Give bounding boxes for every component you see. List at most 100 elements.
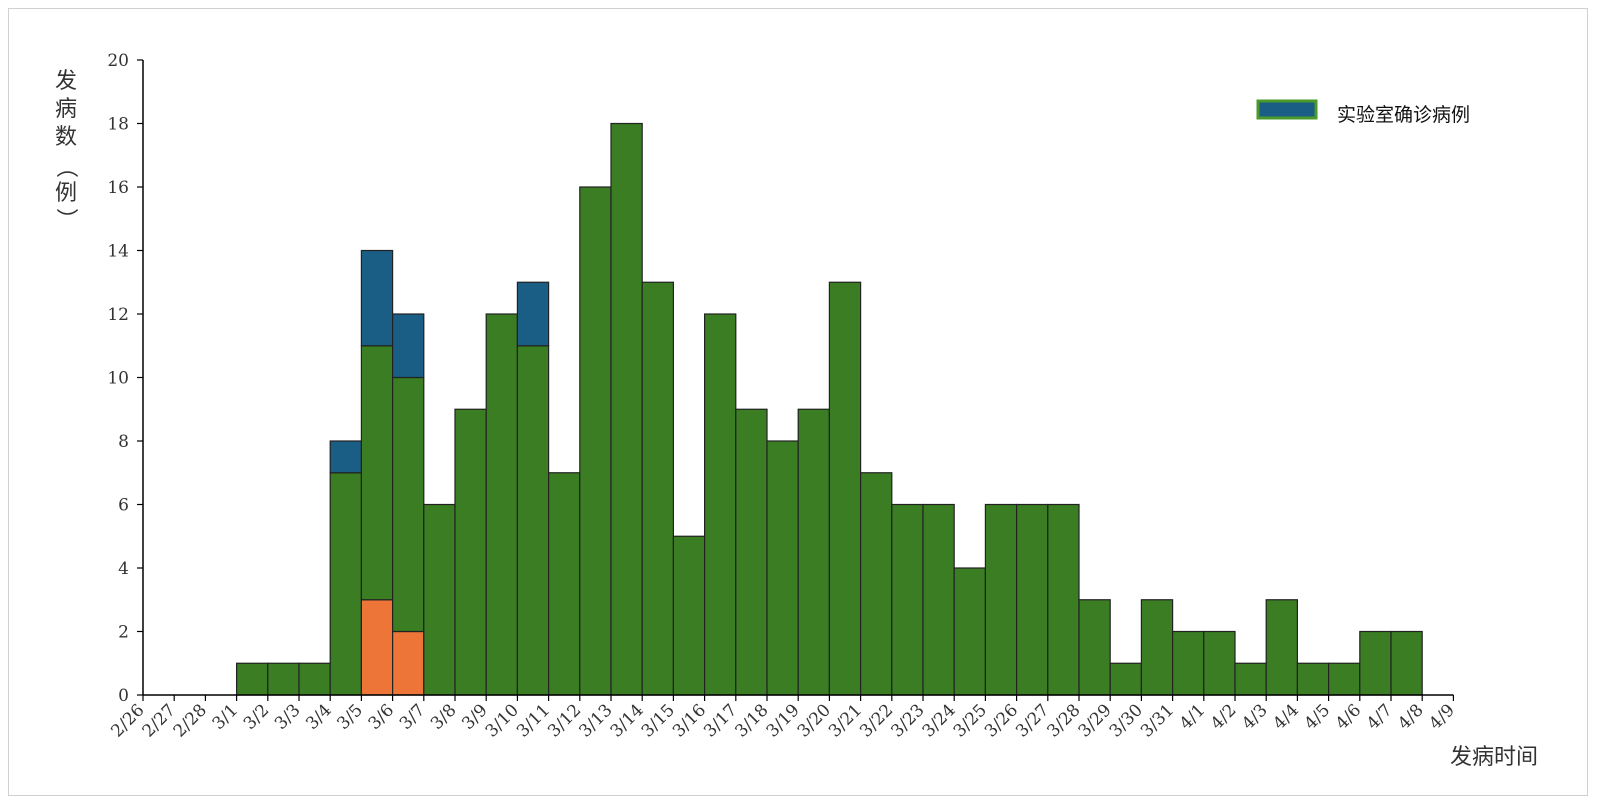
x-tick-label: 3/31 [1137, 700, 1178, 741]
x-tick-label: 3/7 [396, 700, 429, 733]
bar-3-13-series-1 [610, 122, 643, 696]
bar-3-31-series-1 [1171, 630, 1205, 696]
bar-3-5-series-1 [360, 345, 394, 601]
x-tick-label: 3/13 [575, 700, 616, 741]
y-tick-label: 12 [107, 305, 129, 325]
x-tick-label: 3/3 [271, 700, 304, 733]
y-axis-title-char: ） [53, 208, 78, 230]
x-tick-label: 3/24 [919, 700, 960, 741]
y-axis-title: 发病数 （ 例） [53, 69, 78, 230]
y-tick-label: 8 [118, 432, 129, 452]
x-tick-label: 4/4 [1269, 700, 1302, 733]
y-axis-title-char: 例 [55, 181, 77, 206]
x-tick-label: 3/1 [209, 700, 242, 733]
bar-3-6-series-1 [392, 376, 425, 633]
y-tick-label: 10 [107, 369, 129, 389]
bar-3-30-series-1 [1140, 599, 1174, 696]
bar-3-18-series-1 [766, 440, 799, 696]
bar-3-15-series-1 [672, 535, 706, 696]
y-axis-title-char: 数 [55, 125, 77, 150]
bar-3-5-series-2 [360, 249, 394, 347]
y-tick-label: 0 [118, 686, 129, 706]
legend-swatch [1256, 99, 1318, 120]
bar-3-7-series-1 [423, 503, 456, 696]
x-tick-label: 4/3 [1238, 700, 1271, 733]
x-tick-label: 3/18 [731, 700, 772, 741]
bar-4-4-series-1 [1296, 662, 1330, 696]
x-tick-label: 4/1 [1176, 700, 1209, 733]
bar-3-11-series-1 [547, 472, 581, 696]
y-tick-label: 20 [107, 51, 129, 71]
bar-3-23-series-1 [922, 503, 955, 696]
x-tick-label: 3/26 [981, 700, 1022, 741]
bar-3-10-series-2 [516, 281, 550, 347]
legend: 实验室确诊病例 [1256, 99, 1470, 126]
bar-3-21-series-1 [859, 472, 893, 696]
bar-3-19-series-1 [797, 408, 831, 696]
y-tick-label: 16 [107, 178, 129, 198]
legend-label: 实验室确诊病例 [1337, 104, 1470, 126]
bar-4-7-series-1 [1390, 630, 1423, 696]
x-tick-label: 3/4 [302, 700, 335, 733]
x-tick-label: 3/19 [763, 700, 804, 741]
bar-3-22-series-1 [891, 503, 924, 696]
bar-3-28-series-1 [1078, 599, 1111, 696]
bar-4-5-series-1 [1327, 662, 1361, 696]
x-tick-label: 4/9 [1425, 700, 1458, 733]
bar-3-14-series-1 [641, 281, 675, 696]
x-tick-label: 3/2 [240, 700, 273, 733]
bars-group [236, 122, 1423, 696]
bar-3-12-series-1 [579, 186, 612, 696]
x-tick-label: 3/22 [856, 700, 897, 741]
bar-4-6-series-1 [1359, 630, 1392, 696]
x-tick-label: 3/23 [887, 700, 928, 741]
bar-4-3-series-1 [1265, 599, 1298, 696]
bar-4-2-series-1 [1234, 662, 1267, 696]
x-axis-title: 发病时间 [1450, 745, 1538, 770]
bar-3-6-series-2 [392, 313, 425, 379]
x-tick-label: 3/16 [669, 700, 710, 741]
x-tick-label: 3/15 [638, 700, 679, 741]
y-axis-title-char: （ [53, 156, 78, 178]
x-tick-label: 3/21 [825, 700, 866, 741]
y-tick-label: 2 [118, 623, 129, 643]
x-tick-label: 3/12 [544, 700, 585, 741]
x-tick-label: 3/5 [333, 700, 366, 733]
y-tick-label: 18 [107, 115, 129, 135]
bar-3-29-series-1 [1109, 662, 1142, 696]
y-tick-label: 4 [118, 559, 129, 579]
x-tick-label: 3/14 [607, 700, 648, 741]
bar-3-26-series-1 [1015, 503, 1049, 696]
bar-3-27-series-1 [1047, 503, 1080, 696]
bar-3-4-series-1 [329, 472, 363, 696]
x-tick-label: 3/25 [950, 700, 991, 741]
y-axis-title-char: 发 [55, 69, 77, 94]
x-tick-label: 2/27 [139, 700, 180, 741]
x-tick-label: 3/20 [794, 700, 835, 741]
x-tick-label: 3/8 [427, 700, 460, 733]
bar-3-4-series-2 [329, 440, 363, 474]
x-tick-label: 3/10 [482, 700, 523, 741]
bar-3-16-series-1 [703, 313, 737, 696]
bar-3-2-series-1 [267, 662, 300, 696]
bar-3-5-series-0 [360, 599, 394, 696]
bar-3-6-series-0 [392, 630, 425, 696]
bar-3-25-series-1 [984, 503, 1018, 696]
y-ticks-group: 0 2 4 6 8 10 12 14 16 18 20 [107, 51, 143, 706]
bar-3-9-series-1 [485, 313, 519, 696]
x-tick-label: 4/8 [1394, 700, 1427, 733]
bar-3-3-series-1 [298, 662, 331, 696]
bar-3-8-series-1 [454, 408, 487, 696]
x-tick-label: 3/28 [1043, 700, 1084, 741]
x-tick-label: 3/30 [1106, 700, 1147, 741]
x-tick-label: 2/28 [170, 700, 211, 741]
x-tick-label: 3/17 [700, 700, 741, 741]
y-tick-label: 6 [118, 496, 129, 516]
bar-3-1-series-1 [236, 662, 269, 696]
x-tick-label: 4/2 [1207, 700, 1240, 733]
x-tick-label: 2/26 [107, 700, 148, 741]
x-tick-label: 3/29 [1075, 700, 1116, 741]
x-tick-label: 3/27 [1012, 700, 1053, 741]
x-tick-label: 3/6 [365, 700, 398, 733]
x-tick-label: 4/6 [1332, 700, 1365, 733]
